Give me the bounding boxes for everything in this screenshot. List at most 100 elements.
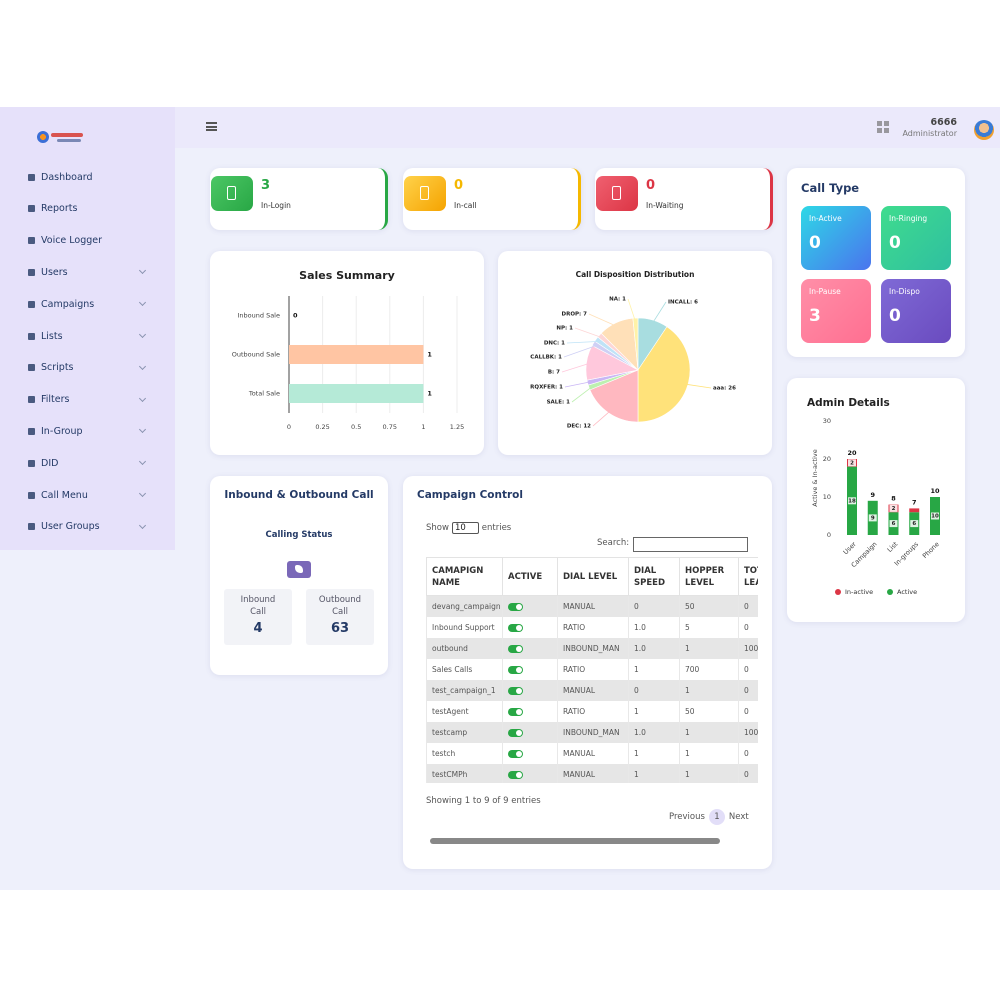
table-cell: 1 — [679, 743, 739, 764]
table-cell: MANUAL — [557, 764, 629, 783]
table-cell: 50 — [679, 701, 739, 722]
campaign-card: Campaign Control Show 10 entries Search:… — [403, 476, 772, 869]
call-type-tile[interactable]: In-Active 0 — [801, 206, 871, 270]
active-toggle[interactable] — [508, 708, 523, 716]
user-role: Administrator — [902, 129, 957, 138]
table-cell: testch — [426, 743, 503, 764]
chevron — [138, 330, 147, 339]
table-row: testcamp INBOUND_MAN 1.0 1 100 — [426, 722, 758, 743]
sidebar: Dashboard Reports Voice Logger Users Campaig… — [0, 107, 175, 550]
table-row: devang_campaign MANUAL 0 50 0 — [426, 595, 758, 617]
table-cell: 0 — [738, 659, 758, 680]
logo — [33, 129, 85, 145]
menu-item[interactable]: Dashboard — [28, 170, 153, 184]
menu-item[interactable]: Filters — [28, 393, 153, 407]
search-label: Search: — [597, 538, 630, 548]
stat-glyph — [420, 186, 429, 200]
chevron — [138, 489, 147, 498]
header-row: CAMAPIGN NAME ACTIVE DIAL LEVEL DIAL SPEED H… — [426, 557, 758, 596]
menu-icon — [28, 396, 35, 404]
call-type-tile[interactable]: In-Dispo 0 — [881, 279, 951, 343]
active-cell — [502, 659, 558, 680]
active-toggle[interactable] — [508, 645, 523, 653]
call-value: 4 — [253, 621, 263, 636]
active-toggle[interactable] — [508, 771, 523, 779]
header: 6666 Administrator — [175, 107, 1000, 148]
column-header: ACTIVE — [502, 557, 558, 596]
menu-label: Campaigns — [41, 298, 95, 310]
tile-value: 0 — [889, 233, 901, 253]
pagination: Previous 1 Next — [669, 809, 749, 825]
stat-value: 3 — [261, 178, 271, 193]
table-cell: 1 — [628, 743, 680, 764]
column-header: TOTAL LEADS — [738, 557, 758, 596]
stat-icon — [404, 176, 446, 211]
table-cell: RATIO — [557, 659, 629, 680]
menu-item[interactable]: Campaigns — [28, 297, 153, 311]
tile-value: 0 — [889, 306, 901, 326]
menu-item[interactable]: Call Menu — [28, 488, 153, 502]
menu-item[interactable]: Voice Logger — [28, 234, 153, 248]
menu-item[interactable]: Scripts — [28, 361, 153, 375]
active-toggle[interactable] — [508, 729, 523, 737]
logo-mark — [37, 131, 49, 143]
active-toggle[interactable] — [508, 624, 523, 632]
stat-value: 0 — [454, 178, 464, 193]
search-input[interactable] — [633, 537, 748, 552]
next-button[interactable]: Next — [728, 812, 749, 822]
menu-item[interactable]: DID — [28, 456, 153, 470]
menu-item[interactable]: Reports — [28, 202, 153, 216]
menu-label: Voice Logger — [41, 235, 103, 247]
table-cell: 0 — [738, 764, 758, 783]
menu-label: User Groups — [41, 521, 100, 533]
chevron — [138, 521, 147, 529]
table-row: Sales Calls RATIO 1 700 0 — [426, 659, 758, 680]
stat-label: In-Waiting — [646, 201, 684, 210]
menu-toggle[interactable] — [206, 122, 217, 131]
avatar[interactable] — [974, 120, 994, 140]
table-cell: 1.0 — [628, 722, 680, 743]
active-toggle[interactable] — [508, 750, 523, 758]
active-cell — [502, 680, 558, 701]
active-toggle[interactable] — [508, 666, 523, 674]
table-cell: MANUAL — [557, 743, 629, 764]
active-cell — [502, 722, 558, 743]
chevron — [138, 299, 147, 307]
menu-item[interactable]: Lists — [28, 329, 153, 343]
table-row: testAgent RATIO 1 50 0 — [426, 701, 758, 722]
previous-button[interactable]: Previous — [669, 812, 705, 822]
table-cell: 1 — [679, 680, 739, 701]
chevron — [138, 267, 147, 275]
menu-icon — [28, 364, 35, 372]
menu-icon — [28, 459, 35, 467]
table-row: test_campaign_1 MANUAL 0 1 0 — [426, 680, 758, 701]
active-toggle[interactable] — [508, 687, 523, 695]
tile-label: In-Ringing — [889, 214, 928, 223]
table-cell: testcamp — [426, 722, 503, 743]
menu-icon — [28, 332, 35, 340]
table-cell: 50 — [679, 595, 739, 617]
admin-card — [787, 378, 965, 622]
menu-item[interactable]: User Groups — [28, 520, 153, 534]
table-wrap: CAMAPIGN NAME ACTIVE DIAL LEVEL DIAL SPEED H… — [426, 557, 758, 783]
active-cell — [502, 617, 558, 638]
active-toggle[interactable] — [508, 603, 523, 611]
menu-label: Reports — [41, 203, 78, 215]
call-type-tile[interactable]: In-Pause 3 — [801, 279, 871, 343]
stat-label: In-call — [454, 201, 477, 210]
scrollbar[interactable] — [421, 838, 756, 844]
page-button[interactable]: 1 — [708, 809, 725, 825]
menu-icon — [28, 491, 35, 499]
menu-item[interactable]: In-Group — [28, 424, 153, 438]
page-size-select[interactable]: 10 — [451, 522, 479, 534]
table-cell: 0 — [628, 680, 680, 701]
call-type-tile[interactable]: In-Ringing 0 — [881, 206, 951, 270]
apps-icon[interactable] — [877, 121, 889, 133]
table-cell: 0 — [628, 595, 680, 617]
table-cell: outbound — [426, 638, 503, 659]
column-header: DIAL LEVEL — [557, 557, 629, 596]
menu-item[interactable]: Users — [28, 265, 153, 279]
table-cell: 1 — [628, 764, 680, 783]
stat-glyph — [227, 186, 236, 200]
column-header: HOPPER LEVEL — [679, 557, 739, 596]
